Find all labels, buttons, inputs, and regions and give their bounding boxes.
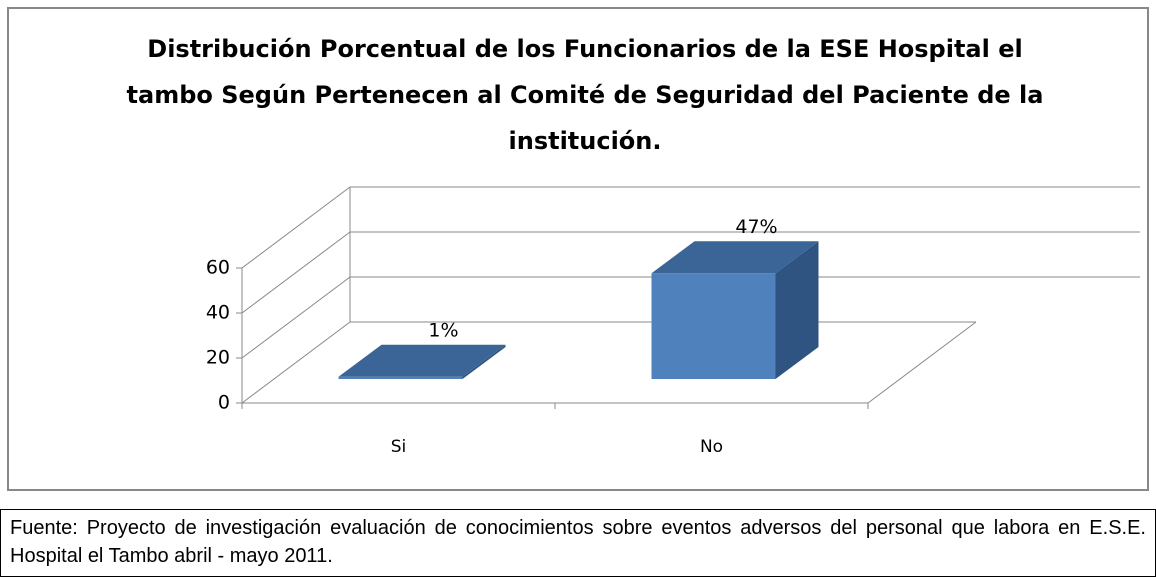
chart: Distribución Porcentual de los Funcionar…: [7, 7, 1149, 491]
chart-title: tambo Según Pertenecen al Comité de Segu…: [127, 81, 1044, 109]
floor-edge: [867, 321, 977, 404]
data-label: 47%: [735, 216, 777, 238]
bar: [651, 273, 776, 379]
source-note: Fuente: Proyecto de investigación evalua…: [0, 509, 1156, 577]
grid-line: [241, 186, 351, 269]
bar-top: [651, 241, 819, 274]
grid-line: [241, 276, 351, 359]
y-tick-label: 20: [206, 347, 230, 369]
grid-line: [241, 321, 351, 404]
grid-line: [241, 231, 351, 314]
y-tick-label: 0: [218, 392, 230, 414]
data-label: 1%: [428, 319, 458, 341]
x-tick-label: Si: [391, 437, 407, 457]
chart-border: [7, 7, 1149, 491]
bar-side: [462, 344, 506, 379]
x-tick-label: No: [700, 437, 723, 457]
bar: [338, 376, 463, 379]
y-tick-label: 40: [206, 302, 230, 324]
bar-side: [775, 241, 819, 379]
bar-top: [338, 344, 506, 377]
chart-title: Distribución Porcentual de los Funcionar…: [147, 35, 1022, 63]
y-tick-label: 60: [206, 257, 230, 279]
chart-title: institución.: [509, 127, 662, 155]
